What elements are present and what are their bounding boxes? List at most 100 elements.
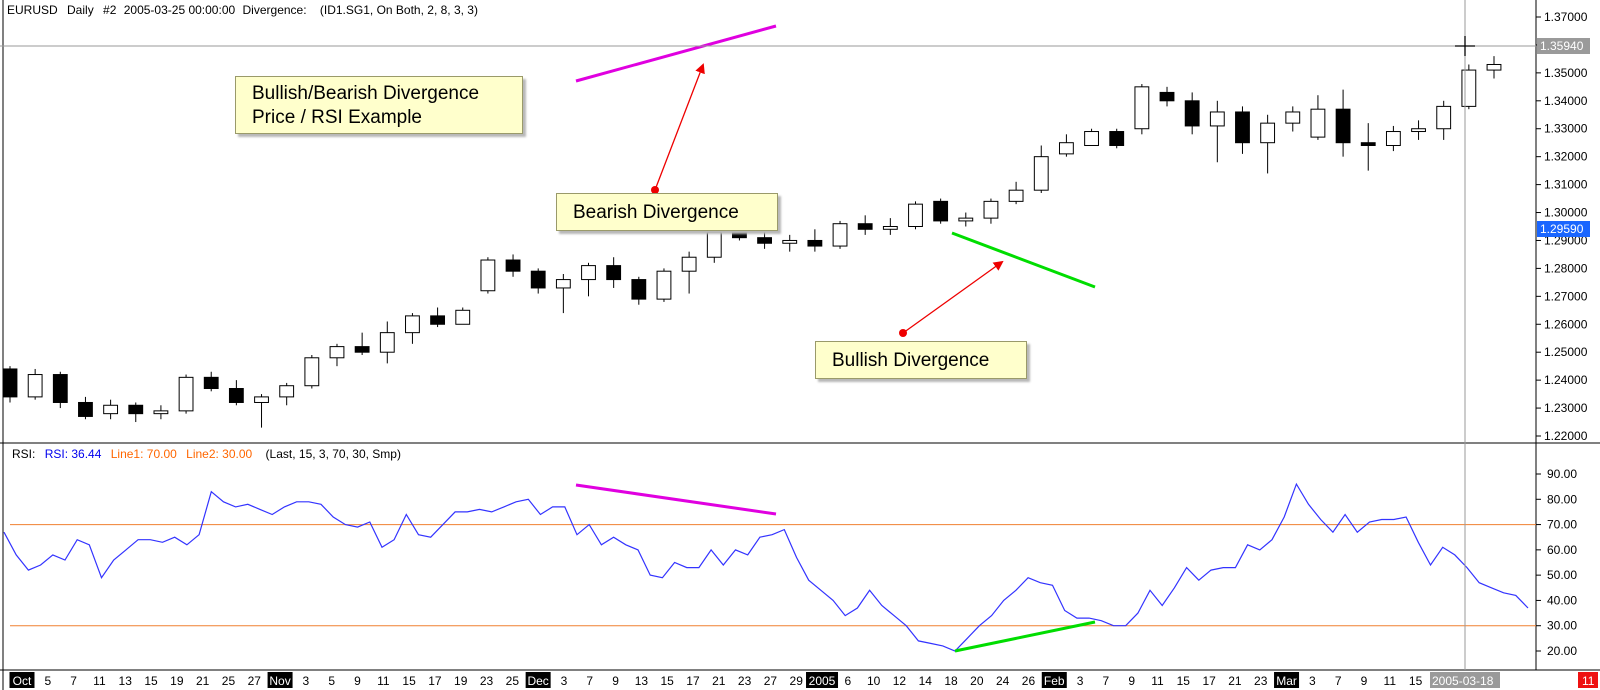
date-tick-label: 24 — [996, 674, 1010, 688]
candle-body — [1159, 91, 1175, 102]
candle-body — [882, 226, 898, 230]
date-tick-label: 7 — [70, 674, 77, 688]
candle-body — [807, 239, 823, 247]
bullish-divergence-label: Bullish Divergence — [832, 350, 990, 371]
candle-body — [857, 223, 873, 230]
candle-body — [379, 332, 395, 353]
rsi-tick-label: 40.00 — [1547, 593, 1577, 607]
candle-body — [732, 231, 747, 239]
price-tick-label: 1.26000 — [1544, 317, 1588, 331]
symbol-label: EURUSD — [7, 3, 58, 17]
date-tick-label: 25 — [222, 674, 236, 688]
candle-body — [1486, 63, 1502, 71]
candle-body — [430, 315, 446, 325]
candle-body — [1209, 111, 1225, 127]
date-tick-label: 9 — [1128, 674, 1135, 688]
candle-body — [757, 237, 772, 244]
candle-body — [1461, 69, 1477, 107]
date-tick-label: 7 — [1103, 674, 1110, 688]
bullish-rsi-trendline — [954, 620, 1096, 653]
month-label-bg — [525, 672, 551, 688]
month-label: Dec — [527, 674, 548, 688]
candle-body — [530, 270, 546, 289]
line1-label: Line1: 70.00 — [111, 447, 177, 461]
candle-body — [631, 279, 647, 300]
bearish-divergence-label: Bearish Divergence — [573, 202, 739, 223]
candle-body — [480, 259, 496, 292]
rsi-tick-label: 60.00 — [1547, 543, 1577, 557]
rsi-value: RSI: 36.44 — [45, 447, 102, 461]
rsi-series — [3, 482, 1529, 652]
date-tick-label: 5 — [44, 674, 51, 688]
bearish-rsi-trendline — [575, 483, 777, 516]
date-tick-label: 11 — [93, 674, 106, 688]
candle-body — [1033, 156, 1049, 191]
candle-body — [505, 259, 521, 272]
date-tick-label: 19 — [454, 674, 468, 688]
candle-body — [606, 265, 622, 281]
candle-body — [1134, 86, 1150, 130]
candle-body — [1385, 131, 1401, 146]
date-tick-label: 17 — [428, 674, 442, 688]
date-tick-label: 21 — [712, 674, 726, 688]
bullish-price-trendline — [951, 231, 1096, 289]
price-tick-label: 1.34000 — [1544, 94, 1588, 108]
candle-body — [1335, 108, 1351, 144]
study-label: Divergence: — [243, 3, 307, 17]
bearish-arrow — [654, 63, 705, 191]
candle-body — [555, 279, 571, 289]
price-tick-label: 1.24000 — [1544, 373, 1588, 387]
date-tick-label: 21 — [196, 674, 210, 688]
rsi-axis: 90.00 80.00 70.00 60.00 50.00 40.00 30.00 20.00 — [1536, 467, 1577, 658]
chart-id-label: #2 — [103, 3, 117, 17]
candle-body — [1360, 142, 1376, 146]
candle-body — [1260, 122, 1276, 144]
candle-body — [656, 270, 672, 300]
date-tick-label: 10 — [867, 674, 881, 688]
candle-body — [1184, 100, 1200, 127]
candle-body — [405, 315, 420, 334]
rsi-tick-label: 20.00 — [1547, 644, 1577, 658]
candle-body — [933, 200, 949, 222]
date-tick-label: 25 — [506, 674, 520, 688]
price-tick-label: 1.32000 — [1544, 150, 1588, 164]
date-tick-label: 15 — [660, 674, 674, 688]
candle-body — [78, 401, 93, 417]
price-tick-label: 1.37000 — [1544, 10, 1588, 24]
candle-body — [178, 376, 194, 412]
date-tick-label: 7 — [586, 674, 593, 688]
date-tick-label: 12 — [893, 674, 907, 688]
price-tick-label: 1.33000 — [1544, 122, 1588, 136]
date-tick-label: 26 — [1022, 674, 1036, 688]
date-tick-label: 19 — [170, 674, 184, 688]
bearish-divergence-box: Bearish Divergence — [556, 193, 778, 231]
candle-body — [1411, 128, 1426, 133]
date-tick-label: 14 — [919, 674, 933, 688]
candle-body — [832, 223, 848, 247]
price-tick-label: 1.22000 — [1544, 429, 1588, 443]
month-label: 2005 — [809, 674, 836, 688]
candle-body — [254, 396, 269, 403]
candle-body — [52, 374, 68, 403]
month-label: Oct — [13, 674, 32, 688]
divergence-title-line2: Price / RSI Example — [252, 107, 422, 128]
price-tick-label: 1.30000 — [1544, 206, 1588, 220]
date-tick-label: 13 — [635, 674, 649, 688]
rsi-header: RSI: RSI: 36.44 Line1: 70.00 Line2: 30.0… — [12, 447, 401, 461]
date-tick-label: 3 — [561, 674, 568, 688]
corner-badge — [1578, 672, 1598, 688]
corner-badge-text: 11 — [1582, 674, 1595, 688]
price-tick-label: 1.23000 — [1544, 401, 1588, 415]
date-tick-label: 11 — [1151, 674, 1164, 688]
date-tick-label: 17 — [686, 674, 700, 688]
candle-body — [1058, 142, 1074, 155]
candle-body — [958, 217, 974, 222]
candlestick-series — [2, 56, 1502, 428]
date-tick-label: 7 — [1335, 674, 1342, 688]
crosshair-date-text: 2005-03-18 — [1432, 674, 1494, 688]
candle-body — [706, 231, 722, 258]
date-tick-label: 6 — [844, 674, 851, 688]
last-price-badge — [1537, 221, 1590, 237]
candle-body — [455, 309, 471, 325]
datetime-label: 2005-03-25 00:00:00 — [124, 3, 236, 17]
